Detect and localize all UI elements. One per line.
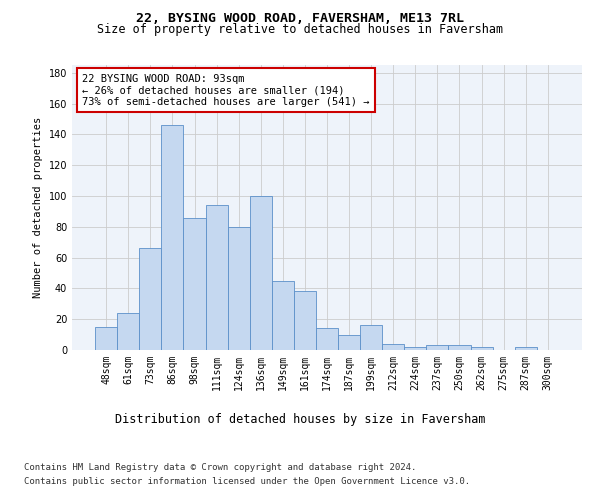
Bar bbox=[139, 248, 161, 350]
Text: 22 BYSING WOOD ROAD: 93sqm
← 26% of detached houses are smaller (194)
73% of sem: 22 BYSING WOOD ROAD: 93sqm ← 26% of deta… bbox=[82, 74, 370, 107]
Text: Contains HM Land Registry data © Crown copyright and database right 2024.: Contains HM Land Registry data © Crown c… bbox=[24, 462, 416, 471]
Bar bbox=[272, 280, 294, 350]
Bar bbox=[427, 346, 448, 350]
Bar bbox=[515, 347, 537, 350]
Bar bbox=[382, 344, 404, 350]
Bar bbox=[250, 196, 272, 350]
Bar bbox=[338, 334, 360, 350]
Bar bbox=[117, 313, 139, 350]
Text: Size of property relative to detached houses in Faversham: Size of property relative to detached ho… bbox=[97, 22, 503, 36]
Bar bbox=[360, 326, 382, 350]
Bar bbox=[95, 327, 117, 350]
Text: Distribution of detached houses by size in Faversham: Distribution of detached houses by size … bbox=[115, 412, 485, 426]
Bar bbox=[227, 227, 250, 350]
Bar bbox=[161, 125, 184, 350]
Bar bbox=[206, 205, 227, 350]
Bar bbox=[316, 328, 338, 350]
Bar bbox=[404, 347, 427, 350]
Text: Contains public sector information licensed under the Open Government Licence v3: Contains public sector information licen… bbox=[24, 478, 470, 486]
Bar bbox=[470, 347, 493, 350]
Bar bbox=[184, 218, 206, 350]
Text: 22, BYSING WOOD ROAD, FAVERSHAM, ME13 7RL: 22, BYSING WOOD ROAD, FAVERSHAM, ME13 7R… bbox=[136, 12, 464, 26]
Bar bbox=[448, 346, 470, 350]
Bar bbox=[294, 292, 316, 350]
Y-axis label: Number of detached properties: Number of detached properties bbox=[33, 117, 43, 298]
